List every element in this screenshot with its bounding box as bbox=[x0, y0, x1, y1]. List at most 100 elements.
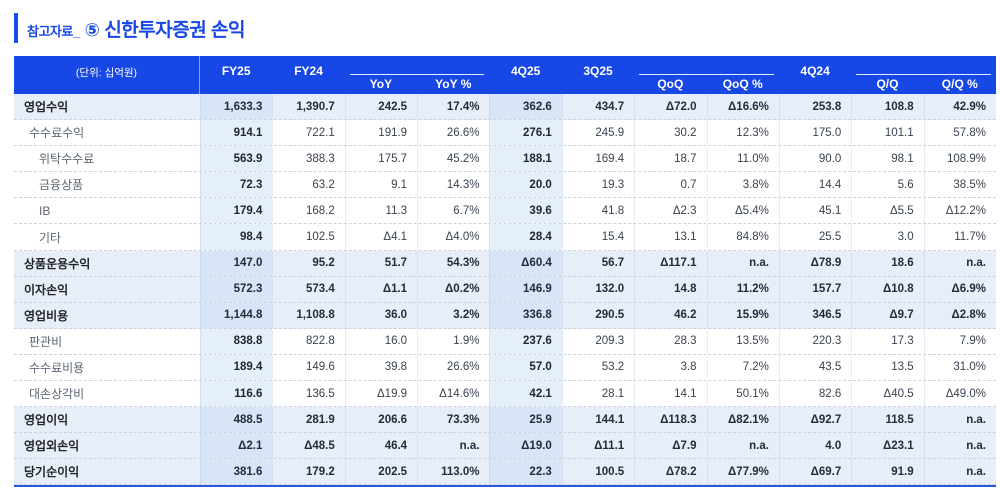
cell-yoy-pct: Δ4.0% bbox=[417, 224, 489, 250]
cell-fy24: 149.6 bbox=[272, 354, 344, 381]
cell-fy24: 822.8 bbox=[272, 328, 344, 354]
cell-qq-pct: n.a. bbox=[923, 407, 996, 433]
cell-4q25: 22.3 bbox=[489, 459, 562, 485]
cell-qoq-pct: Δ82.1% bbox=[706, 407, 779, 433]
cell-qq-pct: 38.5% bbox=[923, 172, 996, 198]
cell-yoy: 16.0 bbox=[344, 328, 417, 354]
cell-yoy-pct: 113.0% bbox=[417, 459, 489, 485]
cell-yoy-pct: 26.6% bbox=[417, 120, 489, 146]
cell-4q25: Δ60.4 bbox=[489, 250, 562, 276]
cell-4q24: 90.0 bbox=[778, 146, 851, 172]
cell-fy24: 136.5 bbox=[272, 381, 344, 407]
cell-qoq-pct: 13.5% bbox=[706, 328, 779, 354]
cell-qoq: Δ117.1 bbox=[634, 250, 706, 276]
row-label: 기타 bbox=[39, 230, 62, 245]
cell-yoy: Δ19.9 bbox=[344, 381, 417, 407]
cell-4q25: 336.8 bbox=[489, 302, 562, 328]
cell-fy25: 563.9 bbox=[200, 146, 273, 172]
table-row: 영업외손익 Δ2.1 Δ48.5 46.4 n.a. Δ19.0 Δ11.1 Δ7.9 n.a.… bbox=[14, 433, 996, 460]
cell-qq-pct: 11.7% bbox=[923, 224, 996, 250]
cell-fy24: 179.2 bbox=[272, 459, 344, 485]
table-row: 영업이익 488.5 281.9 206.6 73.3% 25.9 144.1 Δ118.3 Δ… bbox=[14, 407, 996, 434]
cell-3q25: 53.2 bbox=[561, 354, 634, 381]
cell-yoy-pct: 6.7% bbox=[417, 198, 489, 224]
cell-4q24: 82.6 bbox=[778, 381, 851, 407]
cell-yoy-pct: 1.9% bbox=[417, 328, 489, 354]
cell-qoq: Δ2.3 bbox=[634, 198, 706, 224]
cell-3q25: 28.1 bbox=[561, 381, 634, 407]
row-label: 수수료비용 bbox=[29, 360, 85, 375]
cell-fy25: 72.3 bbox=[200, 172, 273, 198]
cell-yoy: 242.5 bbox=[344, 94, 417, 120]
cell-fy25: 1,144.8 bbox=[200, 302, 273, 328]
title-accent-bar bbox=[14, 13, 18, 43]
cell-qoq-pct: Δ5.4% bbox=[706, 198, 779, 224]
cell-fy25: 1,633.3 bbox=[200, 94, 273, 120]
cell-qq: Δ5.5 bbox=[851, 198, 923, 224]
cell-yoy: 39.8 bbox=[344, 354, 417, 381]
row-label: 금융상품 bbox=[39, 178, 84, 193]
cell-qoq: 3.8 bbox=[634, 354, 706, 381]
cell-fy25: 572.3 bbox=[200, 276, 273, 302]
cell-qq-pct: n.a. bbox=[923, 433, 996, 459]
cell-qoq: 30.2 bbox=[634, 120, 706, 146]
cell-qoq: Δ78.2 bbox=[634, 459, 706, 485]
cell-fy25: 838.8 bbox=[200, 328, 273, 354]
cell-qq-pct: Δ6.9% bbox=[923, 276, 996, 302]
cell-4q24: 14.4 bbox=[778, 172, 851, 198]
cell-qq: 101.1 bbox=[851, 120, 923, 146]
cell-4q24: Δ78.9 bbox=[778, 250, 851, 276]
cell-3q25: 19.3 bbox=[561, 172, 634, 198]
cell-3q25: 144.1 bbox=[561, 407, 634, 433]
cell-3q25: 100.5 bbox=[561, 459, 634, 485]
title-prefix: 참고자료_ bbox=[27, 23, 80, 39]
cell-qq: 17.3 bbox=[851, 328, 923, 354]
cell-3q25: Δ11.1 bbox=[561, 433, 634, 459]
cell-qoq: 14.1 bbox=[634, 381, 706, 407]
column-header-q-q: Q/Q bbox=[876, 76, 899, 91]
cell-3q25: 434.7 bbox=[561, 94, 634, 120]
cell-yoy: 11.3 bbox=[344, 198, 417, 224]
cell-qoq: 18.7 bbox=[634, 146, 706, 172]
cell-qq: 5.6 bbox=[851, 172, 923, 198]
cell-qq: 13.5 bbox=[851, 354, 923, 381]
cell-yoy-pct: 45.2% bbox=[417, 146, 489, 172]
cell-4q24: 43.5 bbox=[778, 354, 851, 381]
cell-yoy-pct: 17.4% bbox=[417, 94, 489, 120]
cell-yoy: 51.7 bbox=[344, 250, 417, 276]
cell-4q25: 39.6 bbox=[489, 198, 562, 224]
cell-4q24: 253.8 bbox=[778, 94, 851, 120]
cell-yoy: 206.6 bbox=[344, 407, 417, 433]
cell-fy24: 168.2 bbox=[272, 198, 344, 224]
cell-qoq-pct: 7.2% bbox=[706, 354, 779, 381]
cell-qq: 108.8 bbox=[851, 94, 923, 120]
cell-yoy: Δ1.1 bbox=[344, 276, 417, 302]
cell-qq-pct: Δ12.2% bbox=[923, 198, 996, 224]
cell-yoy-pct: n.a. bbox=[417, 433, 489, 459]
cell-4q24: 175.0 bbox=[778, 120, 851, 146]
row-label: 이자손익 bbox=[24, 282, 69, 297]
cell-qq: 18.6 bbox=[851, 250, 923, 276]
row-label: 대손상각비 bbox=[29, 387, 85, 402]
table-row: 대손상각비 116.6 136.5 Δ19.9 Δ14.6% 42.1 28.1 14.1 50… bbox=[14, 381, 996, 408]
table-row: 이자손익 572.3 573.4 Δ1.1 Δ0.2% 146.9 132.0 14.8 11.… bbox=[14, 276, 996, 303]
table-row: 금융상품 72.3 63.2 9.1 14.3% 20.0 19.3 0.7 3.8% 14.4 5… bbox=[14, 172, 996, 199]
circled-number-icon: ⑤ bbox=[84, 19, 100, 40]
cell-qq-pct: 31.0% bbox=[923, 354, 996, 381]
cell-fy25: 116.6 bbox=[200, 381, 273, 407]
cell-yoy: 9.1 bbox=[344, 172, 417, 198]
cell-qq-pct: 7.9% bbox=[923, 328, 996, 354]
column-header-4q25: 4Q25 bbox=[510, 63, 541, 78]
cell-yoy-pct: 26.6% bbox=[417, 354, 489, 381]
cell-qq-pct: Δ2.8% bbox=[923, 302, 996, 328]
cell-qoq-pct: 50.1% bbox=[706, 381, 779, 407]
table-row: 수수료수익 914.1 722.1 191.9 26.6% 276.1 245.9 30.2 1… bbox=[14, 120, 996, 147]
cell-qq-pct: 108.9% bbox=[923, 146, 996, 172]
cell-4q25: Δ19.0 bbox=[489, 433, 562, 459]
cell-qq: Δ10.8 bbox=[851, 276, 923, 302]
cell-qq-pct: Δ49.0% bbox=[923, 381, 996, 407]
cell-qoq-pct: 12.3% bbox=[706, 120, 779, 146]
cell-qq: 118.5 bbox=[851, 407, 923, 433]
row-label: 영업외손익 bbox=[24, 439, 80, 454]
